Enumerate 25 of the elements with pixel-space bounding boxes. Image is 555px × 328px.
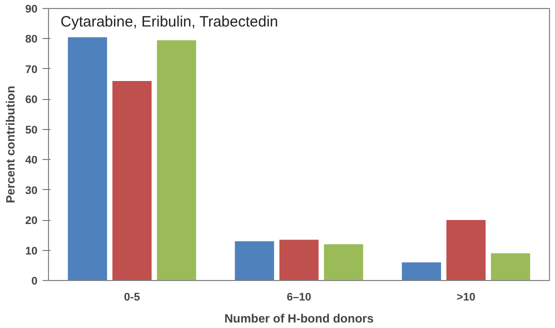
y-tick-label: 40 <box>25 154 38 167</box>
y-tick-label: 80 <box>25 34 38 46</box>
chart-title: Cytarabine, Eribulin, Trabectedin <box>60 14 278 30</box>
bar <box>324 244 364 280</box>
y-axis-title: Percent contribution <box>3 86 18 204</box>
y-tick-label: 90 <box>25 4 38 16</box>
bar <box>234 241 274 280</box>
bar <box>156 40 196 280</box>
bar <box>490 253 530 280</box>
x-axis-title: Number of H-bond donors <box>224 312 374 326</box>
x-tick-label: >10 <box>456 292 476 304</box>
y-tick-label: 0 <box>31 276 38 288</box>
y-tick-label: 60 <box>25 94 38 106</box>
bar <box>446 220 486 280</box>
y-tick-label: 10 <box>25 245 38 258</box>
y-tick-label: 50 <box>25 124 38 136</box>
x-tick-label: 0-5 <box>124 292 140 304</box>
bar <box>402 262 442 280</box>
bar <box>279 240 319 280</box>
y-tick-label: 20 <box>25 215 38 228</box>
bar <box>68 37 108 280</box>
bar <box>112 81 152 280</box>
y-tick-label: 30 <box>25 184 38 197</box>
x-tick-label: 6–10 <box>286 292 312 304</box>
y-tick-label: 70 <box>25 64 38 76</box>
